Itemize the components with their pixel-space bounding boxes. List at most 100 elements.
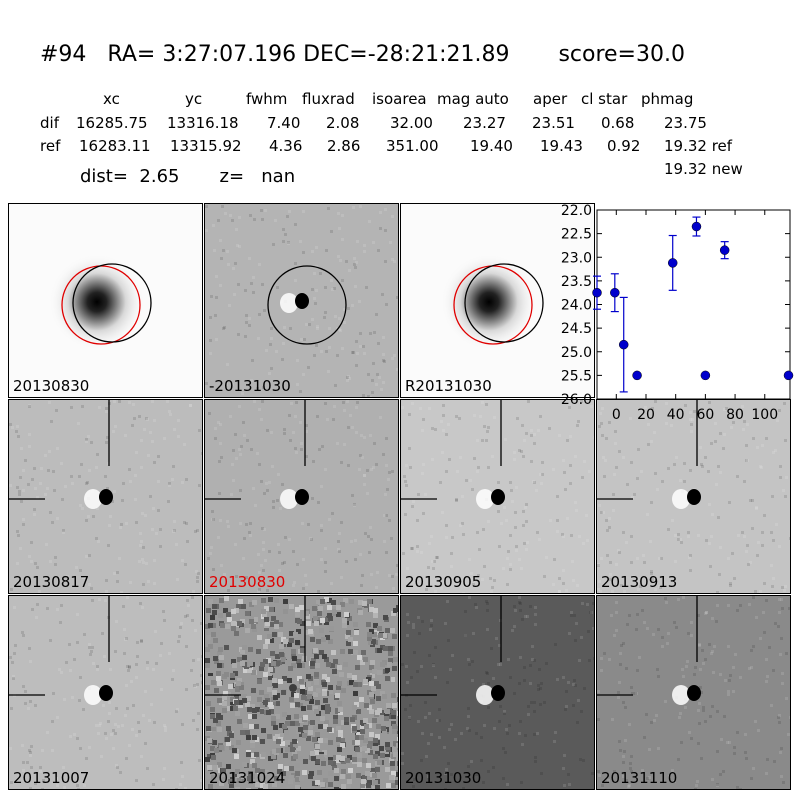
negative-residual <box>295 293 309 309</box>
image-stamp: 20130817 <box>8 399 203 594</box>
z-label: z= <box>219 166 245 187</box>
col-phmag: phmag <box>641 90 694 108</box>
table-cell: 23.51 <box>532 114 575 132</box>
image-stamp: 20131110 <box>596 595 791 790</box>
table-cell: 23.27 <box>463 114 506 132</box>
stamp-date-label: 20131007 <box>13 769 90 787</box>
negative-residual <box>491 685 505 701</box>
y-tick-label: 25.5 <box>561 368 592 384</box>
x-tick-label: 40 <box>667 407 685 420</box>
table-cell: 2.08 <box>326 114 360 132</box>
image-stamp: 20131030 <box>400 595 595 790</box>
black-aperture-circle <box>72 263 152 343</box>
negative-residual <box>99 685 113 701</box>
negative-residual <box>687 489 701 505</box>
data-point <box>618 296 629 393</box>
image-stamp: 20130913 <box>596 399 791 594</box>
table-cell: 2.86 <box>327 137 361 155</box>
table-cell: 19.32 ref <box>664 137 733 155</box>
table-cell: 351.00 <box>386 137 439 155</box>
data-point <box>667 234 678 291</box>
row-label: ref <box>40 137 61 155</box>
x-tick-label: 100 <box>751 407 778 420</box>
score-value: 30.0 <box>636 42 685 67</box>
black-aperture-circle <box>267 265 347 345</box>
dec-value: -28:21:21.89 <box>367 42 510 67</box>
positive-residual <box>84 489 102 509</box>
table-cell: 13316.18 <box>167 114 239 132</box>
data-point <box>592 275 602 310</box>
y-tick-label: 23.5 <box>561 274 592 290</box>
stamp-date-label: R20131030 <box>405 377 492 395</box>
x-tick-label: 0 <box>612 407 621 420</box>
row-label: dif <box>40 114 59 132</box>
y-tick-label: 24.5 <box>561 321 592 337</box>
candidate-id: #94 <box>40 42 87 67</box>
table-cell: 23.75 <box>664 114 707 132</box>
candidate-title: #94 RA= 3:27:07.196 DEC=-28:21:21.89 sco… <box>40 42 685 67</box>
y-tick-label: 23.0 <box>561 250 592 266</box>
image-stamp: R20131030 <box>400 203 595 398</box>
phmag-new: 19.32 new <box>664 160 743 178</box>
col-isoarea: isoarea <box>372 90 427 108</box>
dec-label: DEC= <box>303 42 368 67</box>
table-cell: 13315.92 <box>170 137 242 155</box>
stamp-date-label: 20131110 <box>601 769 678 787</box>
x-tick-label: 60 <box>696 407 714 420</box>
positive-residual <box>672 685 690 705</box>
positive-residual <box>280 293 298 313</box>
negative-residual <box>295 489 309 505</box>
table-cell: 32.00 <box>390 114 433 132</box>
y-tick-label: 26.0 <box>561 392 592 408</box>
table-cell: 0.92 <box>607 137 641 155</box>
positive-residual <box>84 685 102 705</box>
table-cell: 0.68 <box>601 114 635 132</box>
image-stamp: 20131007 <box>8 595 203 790</box>
col-aper: aper <box>533 90 568 108</box>
stamp-date-label: 20131024 <box>209 769 286 787</box>
image-stamp: -20131030 <box>204 203 399 398</box>
y-tick-label: 22.0 <box>561 203 592 219</box>
image-stamp: 20131024 <box>204 595 399 790</box>
stamp-date-label: 20130913 <box>601 573 678 591</box>
stamp-date-label: 20130830 <box>209 573 286 591</box>
negative-residual <box>491 489 505 505</box>
stamp-date-label: 20130830 <box>13 377 90 395</box>
ra-value: 3:27:07.196 <box>162 42 297 67</box>
distance-line: dist= 2.65 z= nan <box>80 166 295 187</box>
data-point <box>783 370 794 381</box>
col-xc: xc <box>103 90 120 108</box>
positive-residual <box>672 489 690 509</box>
image-stamp: 20130830 <box>204 399 399 594</box>
positive-residual <box>280 489 298 509</box>
negative-residual <box>99 489 113 505</box>
table-cell: 4.36 <box>269 137 303 155</box>
table-cell: 16283.11 <box>79 137 151 155</box>
data-point <box>691 216 702 237</box>
col-yc: yc <box>185 90 203 108</box>
x-tick-label: 20 <box>637 407 655 420</box>
y-tick-label: 24.0 <box>561 298 592 314</box>
col-magauto: mag auto <box>437 90 509 108</box>
stamp-date-label: 20130905 <box>405 573 482 591</box>
negative-residual <box>687 685 701 701</box>
image-stamp: 20130830 <box>8 203 203 398</box>
score-label: score= <box>558 42 636 67</box>
data-point <box>632 370 642 381</box>
stamp-date-label: 20131030 <box>405 769 482 787</box>
table-cell: 7.40 <box>267 114 301 132</box>
data-point <box>719 241 730 260</box>
y-tick-label: 25.0 <box>561 345 592 361</box>
plot-area <box>596 209 791 400</box>
table-cell: 16285.75 <box>76 114 148 132</box>
dist-label: dist= <box>80 166 128 187</box>
data-point <box>700 370 711 381</box>
image-stamp: 20130905 <box>400 399 595 594</box>
table-cell: 19.43 <box>540 137 583 155</box>
z-value: nan <box>261 166 296 187</box>
col-fwhm: fwhm <box>246 90 288 108</box>
black-aperture-circle <box>464 263 544 343</box>
data-point <box>610 273 620 313</box>
y-tick-label: 22.5 <box>561 227 592 243</box>
positive-residual <box>476 489 494 509</box>
